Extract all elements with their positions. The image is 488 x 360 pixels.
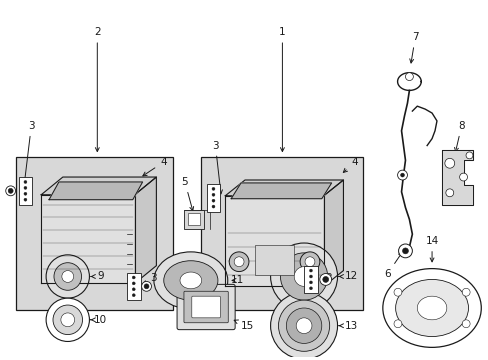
Bar [187, 213, 199, 225]
Polygon shape [49, 182, 142, 200]
Polygon shape [323, 180, 343, 286]
Text: 8: 8 [454, 121, 464, 152]
Circle shape [132, 276, 135, 279]
Circle shape [459, 173, 467, 181]
Circle shape [212, 205, 215, 208]
Polygon shape [41, 177, 156, 195]
Circle shape [322, 276, 328, 282]
Circle shape [144, 284, 149, 289]
Circle shape [309, 275, 312, 278]
Circle shape [461, 288, 469, 296]
Text: 6: 6 [384, 252, 402, 279]
Circle shape [132, 282, 135, 285]
Circle shape [296, 318, 311, 334]
FancyBboxPatch shape [177, 284, 235, 330]
Circle shape [234, 257, 244, 267]
Text: 9: 9 [91, 271, 103, 282]
Circle shape [46, 298, 89, 342]
Text: 7: 7 [409, 32, 418, 63]
Circle shape [393, 288, 401, 296]
Circle shape [229, 252, 248, 271]
Circle shape [270, 243, 337, 310]
Text: 3: 3 [22, 121, 35, 187]
Circle shape [61, 313, 75, 327]
Circle shape [309, 287, 312, 290]
Ellipse shape [163, 261, 218, 300]
Circle shape [397, 170, 407, 180]
Polygon shape [231, 183, 331, 199]
Circle shape [280, 253, 327, 300]
Circle shape [24, 186, 27, 189]
Text: 14: 14 [425, 236, 438, 262]
Circle shape [405, 73, 412, 81]
Bar [225, 196, 323, 286]
Circle shape [24, 198, 27, 201]
Polygon shape [441, 150, 472, 204]
Bar [126, 273, 141, 300]
Text: 1: 1 [279, 27, 285, 152]
FancyBboxPatch shape [183, 291, 228, 323]
Circle shape [270, 292, 337, 359]
Ellipse shape [395, 279, 468, 337]
Circle shape [294, 267, 313, 286]
Circle shape [54, 263, 81, 290]
Circle shape [142, 282, 151, 291]
Text: 11: 11 [230, 275, 243, 285]
Bar [16, 157, 173, 310]
Circle shape [278, 300, 329, 351]
Circle shape [444, 158, 454, 168]
Circle shape [53, 305, 82, 334]
Circle shape [400, 173, 404, 177]
Circle shape [286, 308, 321, 343]
Circle shape [300, 252, 319, 271]
Circle shape [305, 257, 314, 267]
Ellipse shape [382, 269, 480, 347]
Ellipse shape [180, 272, 201, 289]
Text: 10: 10 [91, 315, 106, 325]
Circle shape [132, 294, 135, 297]
Circle shape [24, 180, 27, 184]
Circle shape [319, 274, 331, 285]
Text: 3: 3 [318, 274, 331, 283]
Text: 3: 3 [212, 140, 222, 194]
Text: 5: 5 [181, 177, 193, 211]
Circle shape [212, 193, 215, 196]
Circle shape [212, 188, 215, 190]
Text: 3: 3 [142, 274, 157, 284]
Bar [254, 245, 294, 275]
Circle shape [8, 188, 13, 193]
Circle shape [309, 281, 312, 284]
Bar [19, 177, 32, 204]
Circle shape [309, 269, 312, 272]
Circle shape [62, 271, 74, 282]
Bar [183, 210, 203, 229]
Bar [200, 157, 363, 310]
Text: 2: 2 [94, 27, 101, 152]
FancyBboxPatch shape [191, 296, 220, 318]
Circle shape [461, 320, 469, 328]
Text: 13: 13 [338, 321, 357, 331]
Ellipse shape [154, 252, 227, 309]
Polygon shape [225, 180, 343, 196]
Circle shape [398, 244, 411, 258]
Bar [206, 184, 220, 212]
Circle shape [445, 189, 453, 197]
Circle shape [6, 186, 16, 196]
Circle shape [46, 255, 89, 298]
Circle shape [212, 199, 215, 202]
Circle shape [132, 288, 135, 291]
Circle shape [402, 248, 407, 254]
Text: 4: 4 [142, 157, 166, 176]
Circle shape [393, 320, 401, 328]
Text: 15: 15 [234, 320, 253, 331]
Text: 12: 12 [338, 271, 357, 282]
Polygon shape [135, 177, 156, 283]
Bar [41, 195, 135, 283]
Ellipse shape [416, 296, 446, 320]
Text: 4: 4 [343, 157, 357, 172]
Circle shape [24, 192, 27, 195]
Bar [304, 266, 317, 293]
Circle shape [465, 152, 472, 159]
